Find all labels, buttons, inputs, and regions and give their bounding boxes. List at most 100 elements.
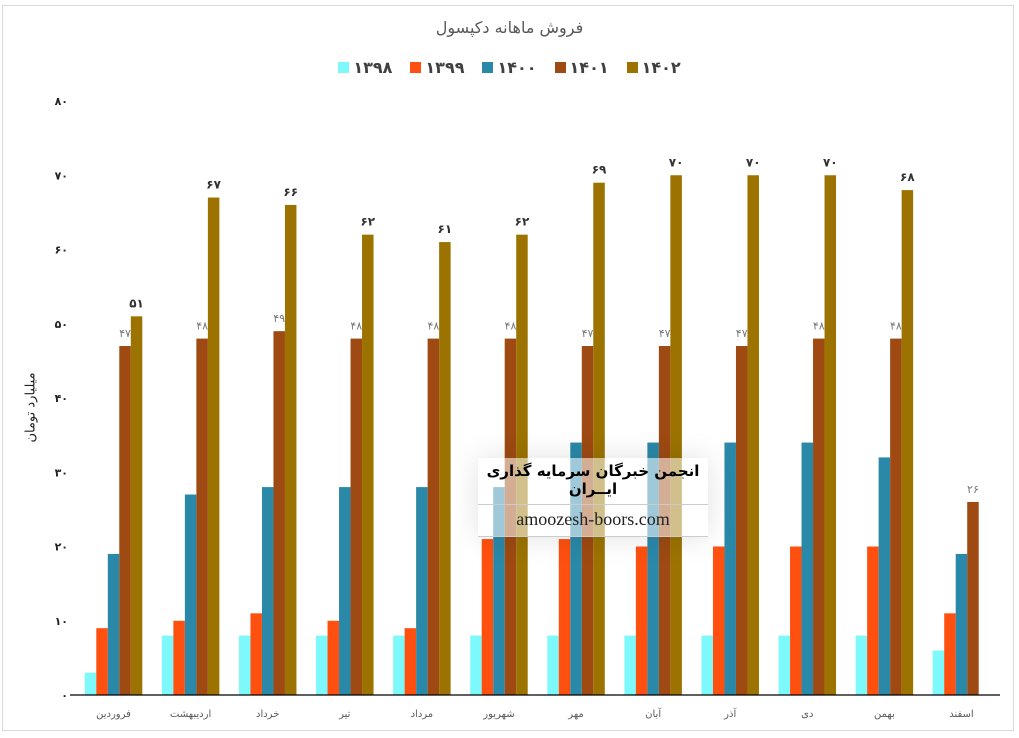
x-tick-label: اسفند <box>949 709 973 720</box>
data-label: ۶۱ <box>438 222 453 236</box>
bar-۱۴۰۱ <box>196 338 208 695</box>
legend-swatch <box>482 62 494 73</box>
legend-label: ۱۴۰۰ <box>497 58 537 77</box>
y-tick-label: ۳۰ <box>55 466 68 479</box>
bar-۱۳۹۸ <box>316 635 328 695</box>
bar-۱۴۰۰ <box>493 487 505 695</box>
legend-item[interactable]: ۱۳۹۸ <box>338 58 392 77</box>
bar-۱۳۹۸ <box>238 635 251 695</box>
bar-۱۴۰۱ <box>813 338 825 695</box>
bar-۱۴۰۱ <box>273 331 285 695</box>
bar-۱۴۰۲ <box>362 234 374 695</box>
bar-۱۴۰۲ <box>439 242 451 695</box>
chart-title: فروش ماهانه دکپسول <box>435 18 584 37</box>
watermark-name: انجمن خبرگان سرمایه گذاری ایــران <box>478 458 708 505</box>
x-tick-label: شهریور <box>482 709 514 720</box>
x-tick-label: خرداد <box>256 709 279 720</box>
y-tick-label: ۱۰ <box>55 615 68 628</box>
legend-item[interactable]: ۱۴۰۱ <box>554 58 609 77</box>
legend-swatch <box>410 62 422 73</box>
x-tick-label: فروردین <box>96 709 131 720</box>
bar-۱۴۰۰ <box>107 553 120 695</box>
bar-۱۴۰۱ <box>427 338 440 695</box>
data-label: ۴۷ <box>119 327 131 340</box>
bar-۱۳۹۸ <box>855 635 868 695</box>
bar-۱۳۹۸ <box>161 635 174 695</box>
x-tick-label: تیر <box>338 709 351 720</box>
x-tick-label: مرداد <box>411 709 434 720</box>
y-tick-label: ۵۰ <box>55 318 68 331</box>
legend-item[interactable]: ۱۳۹۹ <box>410 58 464 77</box>
x-tick-label: اردیبهشت <box>170 709 211 720</box>
bar-۱۴۰۰ <box>184 494 197 695</box>
bar-۱۴۰۲ <box>284 204 297 695</box>
bar-۱۳۹۸ <box>701 635 713 695</box>
legend: ۱۳۹۸ ۱۳۹۹ ۱۴۰۰ ۱۴۰۱ ۱۴۰۲ <box>0 58 1019 77</box>
bar-۱۴۰۰ <box>955 553 968 695</box>
data-label: ۴۷ <box>736 327 748 340</box>
data-label: ۴۸ <box>196 320 208 333</box>
bar-۱۳۹۹ <box>404 628 417 695</box>
legend-swatch <box>626 62 638 73</box>
bar-۱۴۰۱ <box>350 338 363 695</box>
bar-۱۳۹۹ <box>250 613 262 695</box>
x-tick-label: آبان <box>645 707 662 720</box>
data-label: ۶۲ <box>360 215 375 229</box>
legend-item[interactable]: ۱۴۰۲ <box>626 58 681 77</box>
bar-۱۳۹۸ <box>393 635 405 695</box>
bar-۱۴۰۰ <box>261 487 274 695</box>
y-tick-label: ۰ <box>61 689 68 702</box>
data-label: ۷۰ <box>746 155 761 169</box>
bar-۱۳۹۹ <box>481 539 494 695</box>
data-label: ۶۹ <box>592 163 607 177</box>
bar-۱۴۰۱ <box>890 338 902 695</box>
legend-item[interactable]: ۱۴۰۰ <box>482 58 537 77</box>
bar-۱۴۰۰ <box>647 442 659 695</box>
bar-۱۴۰۰ <box>416 487 428 695</box>
data-label: ۶۸ <box>900 170 915 184</box>
bar-۱۳۹۹ <box>712 546 725 695</box>
bar-۱۳۹۸ <box>547 635 559 695</box>
bar-۱۴۰۰ <box>801 442 814 695</box>
bar-۱۳۹۹ <box>790 546 802 695</box>
legend-label: ۱۴۰۱ <box>569 58 609 77</box>
legend-label: ۱۳۹۹ <box>425 58 465 77</box>
bar-۱۳۹۹ <box>635 546 648 695</box>
x-tick-label: مهر <box>567 709 583 720</box>
data-label: ۴۸ <box>350 320 362 333</box>
x-tick-label: دی <box>801 709 813 720</box>
bar-۱۴۰۰ <box>724 442 736 695</box>
legend-label: ۱۴۰۲ <box>641 58 681 77</box>
y-tick-label: ۸۰ <box>55 95 68 108</box>
bar-۱۴۰۱ <box>735 346 748 695</box>
data-label: ۵۱ <box>129 296 144 310</box>
bar-۱۴۰۰ <box>878 457 891 695</box>
watermark-site: amoozesh-boors.com <box>478 505 708 537</box>
data-label: ۶۷ <box>206 178 221 192</box>
bar-۱۴۰۲ <box>130 316 143 695</box>
bar-۱۴۰۲ <box>207 197 220 695</box>
y-tick-label: ۲۰ <box>55 541 68 554</box>
bar-۱۳۹۹ <box>944 613 956 695</box>
data-label: ۷۰ <box>823 155 838 169</box>
bar-۱۴۰۱ <box>967 501 979 695</box>
bar-۱۴۰۲ <box>901 190 914 695</box>
y-tick-label: ۶۰ <box>55 244 68 257</box>
watermark: انجمن خبرگان سرمایه گذاری ایــران amooze… <box>478 458 708 537</box>
bar-۱۳۹۹ <box>327 620 340 695</box>
bar-۱۳۹۹ <box>558 539 571 695</box>
bar-۱۴۰۰ <box>339 487 351 695</box>
data-label: ۴۷ <box>659 327 671 340</box>
bar-۱۳۹۹ <box>96 628 108 695</box>
data-label: ۴۸ <box>890 320 902 333</box>
bar-۱۴۰۱ <box>119 346 131 695</box>
data-label: ۶۲ <box>515 215 530 229</box>
y-tick-label: ۴۰ <box>55 392 68 405</box>
bar-۱۴۰۲ <box>670 175 682 695</box>
data-label: ۴۸ <box>505 320 517 333</box>
data-label: ۴۸ <box>813 320 825 333</box>
legend-swatch <box>554 62 566 73</box>
data-label: ۷۰ <box>669 155 684 169</box>
bar-۱۳۹۹ <box>173 620 185 695</box>
